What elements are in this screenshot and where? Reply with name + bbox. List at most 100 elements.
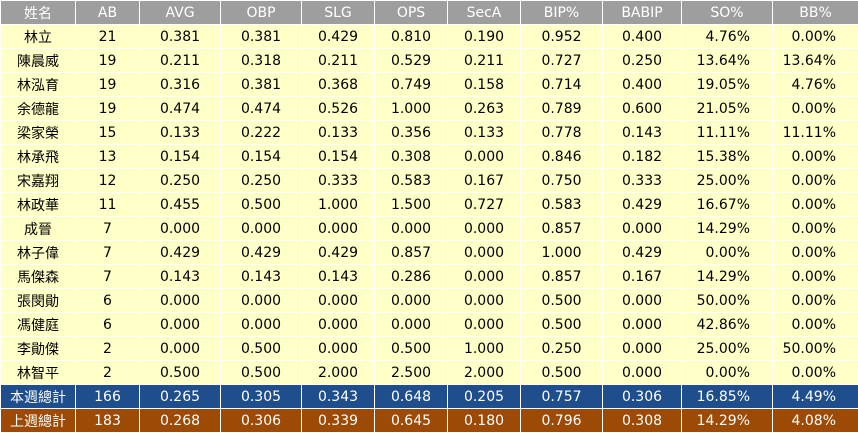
stat-cell: 0.429	[602, 192, 682, 217]
stat-cell: 0.500	[220, 336, 302, 361]
player-name: 本週總計	[0, 384, 76, 409]
stat-cell: 0.308	[374, 144, 448, 169]
stat-cell: 0.500	[520, 360, 603, 385]
stat-cell: 11.11%	[681, 120, 773, 145]
player-row: 張閔勛 6 0.000 0.000 0.000 0.000 0.000 0.500 0.000 5…	[0, 288, 858, 313]
stat-cell: 0.308	[602, 408, 682, 433]
stat-cell: 0.727	[447, 192, 521, 217]
stat-cell: 0.205	[447, 384, 521, 409]
stat-cell: 14.29%	[681, 264, 773, 289]
stat-cell: 0.000	[139, 216, 221, 241]
stat-cell: 0.333	[301, 168, 375, 193]
stat-cell: 0.000	[602, 360, 682, 385]
stat-cell: 0.526	[301, 96, 375, 121]
stat-cell: 13.64%	[681, 48, 773, 73]
stat-cell: 25.00%	[681, 168, 773, 193]
stat-cell: 0.00%	[772, 264, 858, 289]
stat-cell: 19	[75, 48, 140, 73]
stat-cell: 0.318	[220, 48, 302, 73]
stat-cell: 6	[75, 312, 140, 337]
stat-cell: 0.154	[220, 144, 302, 169]
player-row: 陳晨威 19 0.211 0.318 0.211 0.529 0.211 0.727 0.250…	[0, 48, 858, 73]
stat-cell: 0.250	[139, 168, 221, 193]
stat-cell: 0.368	[301, 72, 375, 97]
player-row: 林子偉 7 0.429 0.429 0.429 0.857 0.000 1.000 0.429 0…	[0, 240, 858, 265]
stat-cell: 0.286	[374, 264, 448, 289]
stat-cell: 0.180	[447, 408, 521, 433]
stat-cell: 0.500	[220, 192, 302, 217]
stat-cell: 0.133	[139, 120, 221, 145]
stat-cell: 166	[75, 384, 140, 409]
stat-cell: 0.333	[602, 168, 682, 193]
player-name: 林泓育	[0, 72, 76, 97]
player-row: 林智平 2 0.500 0.500 2.000 2.500 2.000 0.500 0.000 0…	[0, 360, 858, 385]
stat-cell: 0.846	[520, 144, 603, 169]
stat-cell: 0.250	[602, 48, 682, 73]
stat-cell: 0.133	[447, 120, 521, 145]
stat-cell: 14.29%	[681, 216, 773, 241]
stat-cell: 4.08%	[772, 408, 858, 433]
stat-cell: 0.000	[602, 216, 682, 241]
stat-cell: 0.00%	[772, 24, 858, 49]
stat-cell: 0.00%	[681, 240, 773, 265]
stat-cell: 7	[75, 216, 140, 241]
stat-cell: 0.796	[520, 408, 603, 433]
stat-cell: 0.143	[602, 120, 682, 145]
stat-cell: 2	[75, 336, 140, 361]
player-name: 宋嘉翔	[0, 168, 76, 193]
stat-cell: 1.000	[374, 96, 448, 121]
stat-cell: 0.400	[602, 24, 682, 49]
header-cell: SecA	[447, 0, 521, 25]
stat-cell: 0.429	[139, 240, 221, 265]
stat-cell: 21.05%	[681, 96, 773, 121]
stat-cell: 0.00%	[772, 192, 858, 217]
stat-cell: 13	[75, 144, 140, 169]
stat-cell: 7	[75, 264, 140, 289]
stat-cell: 21	[75, 24, 140, 49]
stat-cell: 0.00%	[772, 144, 858, 169]
stat-cell: 0.429	[301, 24, 375, 49]
stat-cell: 6	[75, 288, 140, 313]
stat-cell: 0.154	[139, 144, 221, 169]
stat-cell: 0.306	[220, 408, 302, 433]
stat-cell: 13.64%	[772, 48, 858, 73]
stat-cell: 0.000	[447, 144, 521, 169]
stat-cell: 0.474	[139, 96, 221, 121]
stat-cell: 7	[75, 240, 140, 265]
stat-cell: 0.133	[301, 120, 375, 145]
player-name: 張閔勛	[0, 288, 76, 313]
player-row: 馬傑森 7 0.143 0.143 0.143 0.286 0.000 0.857 0.167 1…	[0, 264, 858, 289]
stat-cell: 0.268	[139, 408, 221, 433]
player-name: 梁家榮	[0, 120, 76, 145]
stat-cell: 0.810	[374, 24, 448, 49]
stat-cell: 0.000	[374, 312, 448, 337]
player-name: 林智平	[0, 360, 76, 385]
stat-cell: 0.000	[447, 264, 521, 289]
player-row: 余德龍 19 0.474 0.474 0.526 1.000 0.263 0.789 0.600…	[0, 96, 858, 121]
stat-cell: 0.381	[220, 72, 302, 97]
stat-cell: 0.750	[520, 168, 603, 193]
player-row: 成晉 7 0.000 0.000 0.000 0.000 0.000 0.857 0.000 14…	[0, 216, 858, 241]
stat-cell: 42.86%	[681, 312, 773, 337]
stat-cell: 1.500	[374, 192, 448, 217]
stat-cell: 0.500	[139, 360, 221, 385]
stat-cell: 11	[75, 192, 140, 217]
stat-cell: 11.11%	[772, 120, 858, 145]
stat-cell: 0.167	[602, 264, 682, 289]
stat-cell: 0.211	[301, 48, 375, 73]
stat-cell: 0.500	[374, 336, 448, 361]
stat-cell: 16.67%	[681, 192, 773, 217]
stat-cell: 0.000	[220, 288, 302, 313]
stat-cell: 0.857	[520, 216, 603, 241]
stat-cell: 1.000	[447, 336, 521, 361]
stat-cell: 0.749	[374, 72, 448, 97]
stat-cell: 0.400	[602, 72, 682, 97]
player-row: 林泓育 19 0.316 0.381 0.368 0.749 0.158 0.714 0.400…	[0, 72, 858, 97]
stat-cell: 1.000	[520, 240, 603, 265]
player-row: 馮健庭 6 0.000 0.000 0.000 0.000 0.000 0.500 0.000 4…	[0, 312, 858, 337]
stat-cell: 2	[75, 360, 140, 385]
stat-cell: 25.00%	[681, 336, 773, 361]
stat-cell: 0.714	[520, 72, 603, 97]
stat-cell: 50.00%	[772, 336, 858, 361]
